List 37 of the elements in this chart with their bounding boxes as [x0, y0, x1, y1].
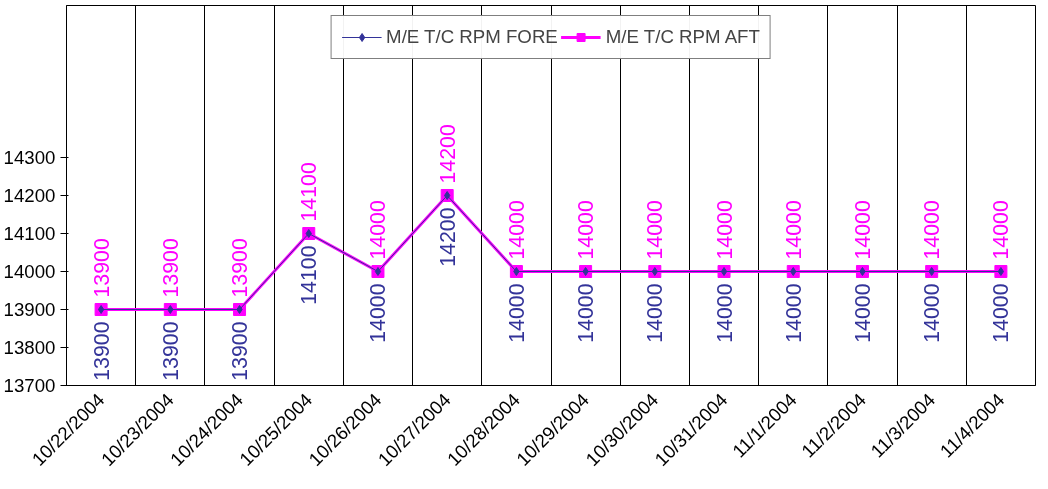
legend-label: M/E T/C RPM FORE: [386, 26, 558, 48]
data-label: 14000: [712, 200, 737, 260]
data-label: 13900: [228, 321, 253, 381]
y-tick-label: 13800: [3, 337, 56, 358]
data-label: 13900: [89, 321, 114, 381]
data-label: 14000: [989, 283, 1014, 343]
y-tick-label: 13700: [3, 375, 56, 396]
data-label: 14000: [643, 283, 668, 343]
data-label: 13900: [158, 238, 183, 298]
data-label: 14100: [297, 162, 322, 222]
y-tick-label: 14100: [3, 223, 56, 244]
data-label: 14100: [297, 245, 322, 305]
data-label: 14000: [366, 283, 391, 343]
data-label: 14000: [366, 200, 391, 260]
data-label: 14200: [435, 124, 460, 184]
y-tick-label: 14000: [3, 261, 56, 282]
data-label: 14200: [435, 207, 460, 267]
data-label: 14000: [574, 283, 599, 343]
data-label: 13900: [89, 238, 114, 298]
data-label: 14000: [781, 200, 806, 260]
data-label: 14000: [504, 200, 529, 260]
legend-label: M/E T/C RPM AFT: [605, 26, 760, 48]
data-label: 13900: [228, 238, 253, 298]
data-label: 14000: [850, 200, 875, 260]
data-label: 14000: [781, 283, 806, 343]
data-label: 14000: [989, 200, 1014, 260]
data-label: 14000: [504, 283, 529, 343]
y-tick-label: 14200: [3, 185, 56, 206]
data-label: 14000: [712, 283, 737, 343]
data-label: 14000: [643, 200, 668, 260]
data-label: 13900: [158, 321, 183, 381]
y-tick-label: 13900: [3, 299, 56, 320]
data-label: 14000: [920, 200, 945, 260]
data-label: 14000: [850, 283, 875, 343]
y-tick-label: 14300: [3, 147, 56, 168]
data-label: 14000: [574, 200, 599, 260]
data-label: 14000: [920, 283, 945, 343]
